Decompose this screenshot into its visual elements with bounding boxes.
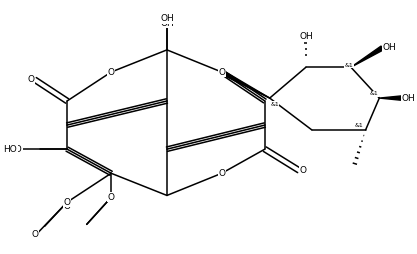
Text: O: O [64,198,70,207]
Text: &1: &1 [344,63,353,68]
Text: OH: OH [382,43,396,52]
Text: O: O [28,75,35,84]
Text: HO: HO [8,145,22,154]
Text: &1: &1 [370,91,379,97]
Text: OH: OH [299,31,313,41]
Text: O: O [218,169,225,178]
Text: &1: &1 [355,123,364,128]
Polygon shape [379,96,402,100]
Text: OH: OH [402,93,416,103]
Text: O: O [108,193,115,202]
Text: O: O [64,202,70,211]
Text: O: O [108,193,115,202]
Polygon shape [221,70,270,98]
Text: OH: OH [160,19,174,28]
Text: O: O [299,166,306,175]
Text: HO: HO [3,145,17,154]
Polygon shape [351,46,383,67]
Text: O: O [32,230,38,239]
Text: &1: &1 [270,102,279,107]
Text: OH: OH [160,14,174,23]
Text: O: O [218,68,225,76]
Text: O: O [108,68,115,76]
